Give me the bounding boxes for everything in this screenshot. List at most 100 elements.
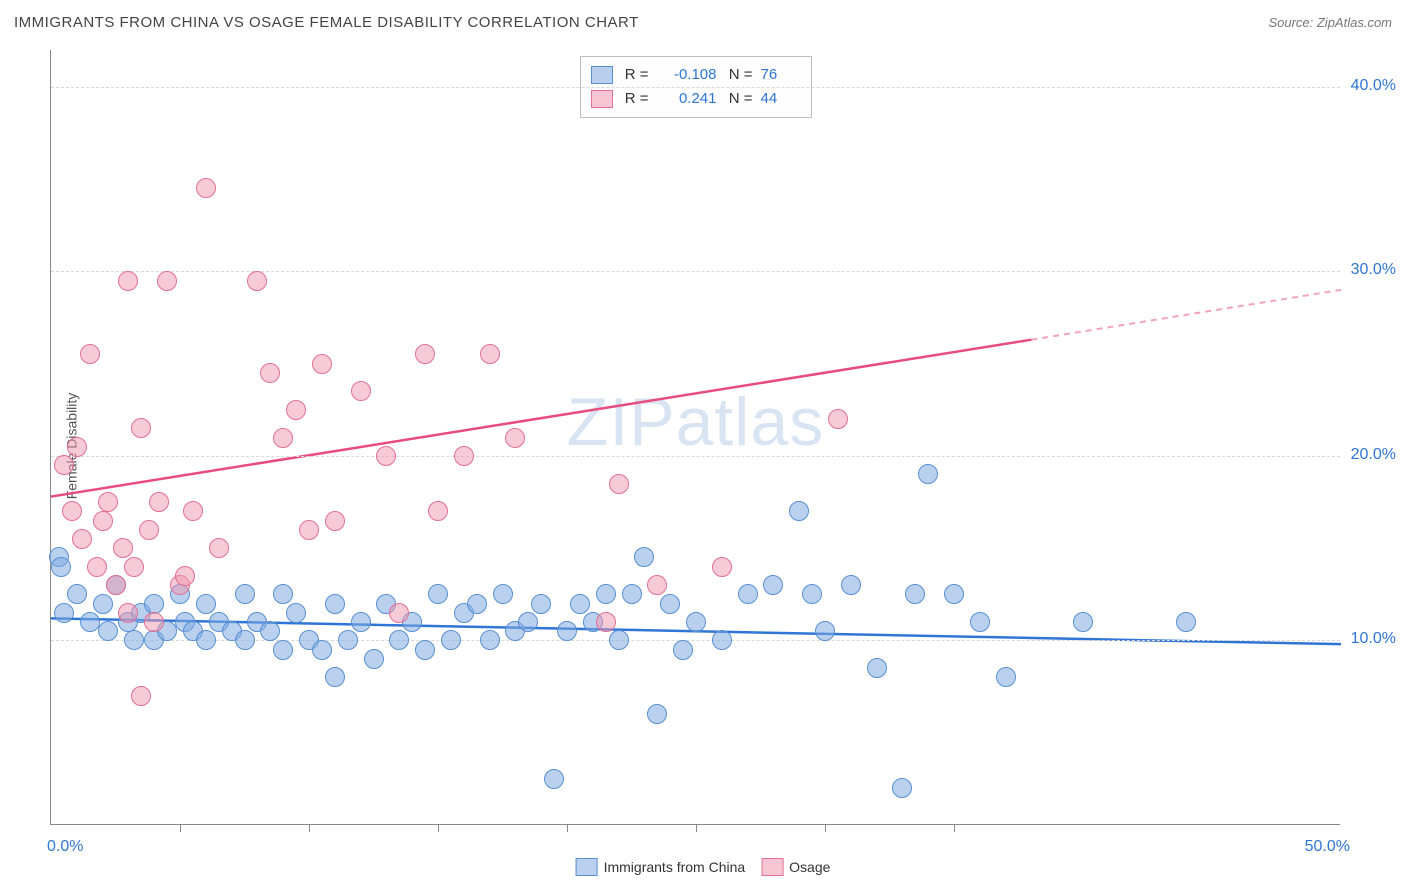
grid-line (51, 456, 1340, 457)
data-point (118, 271, 138, 291)
data-point (93, 511, 113, 531)
title-bar: IMMIGRANTS FROM CHINA VS OSAGE FEMALE DI… (14, 14, 1392, 31)
data-point (944, 584, 964, 604)
data-point (970, 612, 990, 632)
data-point (609, 474, 629, 494)
data-point (480, 344, 500, 364)
y-tick-label: 10.0% (1351, 630, 1396, 648)
stat-n-label: N = (725, 63, 753, 87)
legend-bottom: Immigrants from ChinaOsage (576, 858, 831, 876)
stat-r-value: -0.108 (657, 63, 717, 87)
data-point (428, 584, 448, 604)
data-point (118, 603, 138, 623)
data-point (67, 584, 87, 604)
x-min-label: 0.0% (47, 838, 83, 856)
legend-item: Osage (761, 858, 830, 876)
data-point (557, 621, 577, 641)
data-point (106, 575, 126, 595)
data-point (139, 520, 159, 540)
data-point (802, 584, 822, 604)
data-point (312, 640, 332, 660)
data-point (518, 612, 538, 632)
data-point (144, 594, 164, 614)
data-point (1176, 612, 1196, 632)
x-tick (567, 824, 568, 832)
data-point (80, 344, 100, 364)
data-point (183, 501, 203, 521)
data-point (93, 594, 113, 614)
legend-label: Osage (789, 859, 830, 875)
data-point (828, 409, 848, 429)
x-tick (180, 824, 181, 832)
data-point (131, 418, 151, 438)
data-point (325, 511, 345, 531)
data-point (260, 621, 280, 641)
data-point (596, 612, 616, 632)
data-point (686, 612, 706, 632)
data-point (235, 584, 255, 604)
data-point (312, 354, 332, 374)
stat-r-value: 0.241 (657, 87, 717, 111)
legend-swatch (576, 858, 598, 876)
data-point (98, 621, 118, 641)
data-point (867, 658, 887, 678)
data-point (905, 584, 925, 604)
data-point (441, 630, 461, 650)
data-point (144, 612, 164, 632)
data-point (157, 271, 177, 291)
chart-container: IMMIGRANTS FROM CHINA VS OSAGE FEMALE DI… (0, 0, 1406, 892)
data-point (273, 640, 293, 660)
x-tick (954, 824, 955, 832)
data-point (673, 640, 693, 660)
data-point (815, 621, 835, 641)
trend-line (51, 340, 1031, 497)
stat-n-value: 76 (761, 63, 797, 87)
chart-title: IMMIGRANTS FROM CHINA VS OSAGE FEMALE DI… (14, 14, 639, 31)
data-point (763, 575, 783, 595)
grid-line (51, 271, 1340, 272)
data-point (389, 630, 409, 650)
data-point (113, 538, 133, 558)
data-point (415, 344, 435, 364)
data-point (712, 557, 732, 577)
x-tick (309, 824, 310, 832)
data-point (51, 557, 71, 577)
data-point (531, 594, 551, 614)
data-point (80, 612, 100, 632)
data-point (325, 594, 345, 614)
data-point (647, 704, 667, 724)
data-point (124, 630, 144, 650)
x-tick (696, 824, 697, 832)
y-tick-label: 40.0% (1351, 77, 1396, 95)
watermark-text: ZIPatlas (567, 383, 824, 461)
x-max-label: 50.0% (1305, 838, 1350, 856)
trend-lines-layer (51, 50, 1340, 824)
data-point (467, 594, 487, 614)
data-point (351, 381, 371, 401)
data-point (389, 603, 409, 623)
data-point (87, 557, 107, 577)
data-point (196, 630, 216, 650)
data-point (351, 612, 371, 632)
data-point (325, 667, 345, 687)
data-point (247, 271, 267, 291)
data-point (480, 630, 500, 650)
data-point (634, 547, 654, 567)
data-point (131, 686, 151, 706)
data-point (841, 575, 861, 595)
data-point (62, 501, 82, 521)
data-point (98, 492, 118, 512)
data-point (454, 446, 474, 466)
plot-area: ZIPatlas R =-0.108N =76R =0.241N =44 10.… (50, 50, 1340, 825)
data-point (892, 778, 912, 798)
y-tick-label: 30.0% (1351, 261, 1396, 279)
data-point (149, 492, 169, 512)
data-point (196, 594, 216, 614)
data-point (493, 584, 513, 604)
data-point (364, 649, 384, 669)
series-swatch (591, 66, 613, 84)
y-tick-label: 20.0% (1351, 446, 1396, 464)
data-point (299, 520, 319, 540)
grid-line (51, 87, 1340, 88)
data-point (789, 501, 809, 521)
